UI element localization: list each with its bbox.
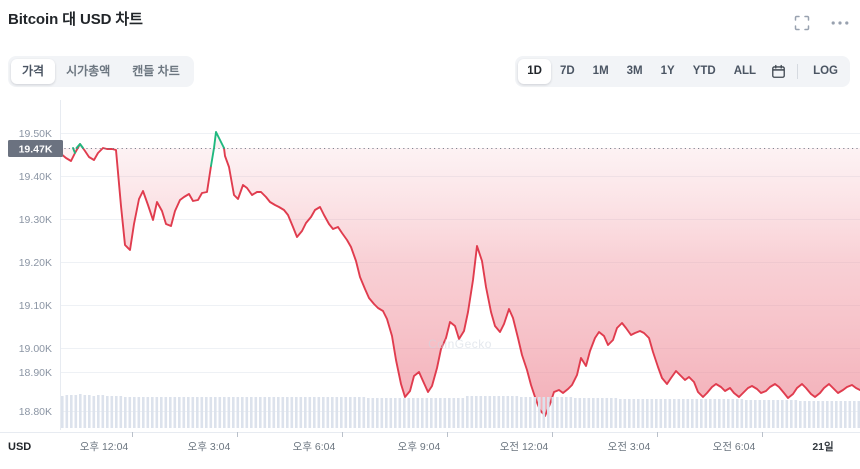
- control-divider: [797, 64, 799, 79]
- chart-controls: 가격 시가총액 캔들 차트 1D 7D 1M 3M 1Y YTD ALL LOG: [0, 56, 860, 92]
- x-tick-4: 오전 12:04: [500, 441, 549, 453]
- y-tick-3: 19.20K: [19, 257, 52, 269]
- current-price-badge: 19.47K: [8, 140, 63, 157]
- y-tick-5: 19.00K: [19, 343, 52, 355]
- range-1y[interactable]: 1Y: [660, 65, 675, 77]
- x-tick-0: 오후 12:04: [80, 441, 129, 453]
- y-tick-2: 19.30K: [19, 214, 52, 226]
- price-line-up-3: [210, 131, 225, 167]
- y-tick-4: 19.10K: [19, 300, 52, 312]
- range-1d[interactable]: 1D: [518, 59, 551, 84]
- more-horizontal-icon[interactable]: [830, 13, 850, 33]
- x-tick-3: 오후 9:04: [398, 441, 441, 453]
- price-area-fill: [60, 132, 860, 416]
- volume-bars: [61, 394, 860, 428]
- price-line-up-2: [75, 143, 84, 149]
- x-axis: USD 오후 12:04 오후 3:04 오후 6:04 오후 9:04 오전 …: [0, 432, 860, 453]
- range-ytd[interactable]: YTD: [692, 65, 716, 77]
- price-chart: CoinGecko: [0, 100, 860, 469]
- y-tick-6: 18.90K: [19, 367, 52, 379]
- axis-unit-label: USD: [8, 441, 31, 453]
- page-title: Bitcoin 대 USD 차트: [8, 11, 143, 28]
- y-tick-0: 19.50K: [19, 128, 52, 140]
- y-axis-labels: 19.50K 19.40K 19.30K 19.20K 19.10K 19.00…: [19, 128, 52, 418]
- header-actions: [792, 13, 850, 33]
- x-tick-7: 21일: [812, 440, 833, 453]
- x-tick-2: 오후 6:04: [293, 441, 336, 453]
- y-tick-7: 18.80K: [19, 406, 52, 418]
- range-1m[interactable]: 1M: [592, 65, 609, 77]
- chart-watermark: CoinGecko: [428, 337, 492, 351]
- fullscreen-icon[interactable]: [792, 13, 812, 33]
- tab-price[interactable]: 가격: [11, 59, 56, 84]
- range-7d[interactable]: 7D: [559, 65, 575, 77]
- x-tick-1: 오후 3:04: [188, 441, 231, 453]
- price-line-down: [60, 143, 212, 251]
- log-scale-toggle[interactable]: LOG: [813, 65, 838, 77]
- widget-header: Bitcoin 대 USD 차트: [0, 0, 860, 46]
- time-range-selector: 1D 7D 1M 3M 1Y YTD ALL LOG: [515, 56, 850, 87]
- calendar-icon[interactable]: [765, 60, 791, 83]
- range-3m[interactable]: 3M: [626, 65, 643, 77]
- tab-market-cap[interactable]: 시가총액: [66, 64, 111, 78]
- current-price-value: 19.47K: [19, 144, 53, 156]
- chart-type-tabs: 가격 시가총액 캔들 차트: [8, 56, 194, 87]
- y-tick-1: 19.40K: [19, 171, 52, 183]
- chart-canvas[interactable]: CoinGecko: [0, 100, 860, 469]
- x-tick-5: 오전 3:04: [608, 441, 651, 453]
- x-tick-6: 오전 6:04: [713, 441, 756, 453]
- range-all[interactable]: ALL: [733, 65, 757, 77]
- tab-candlestick[interactable]: 캔들 차트: [132, 64, 180, 78]
